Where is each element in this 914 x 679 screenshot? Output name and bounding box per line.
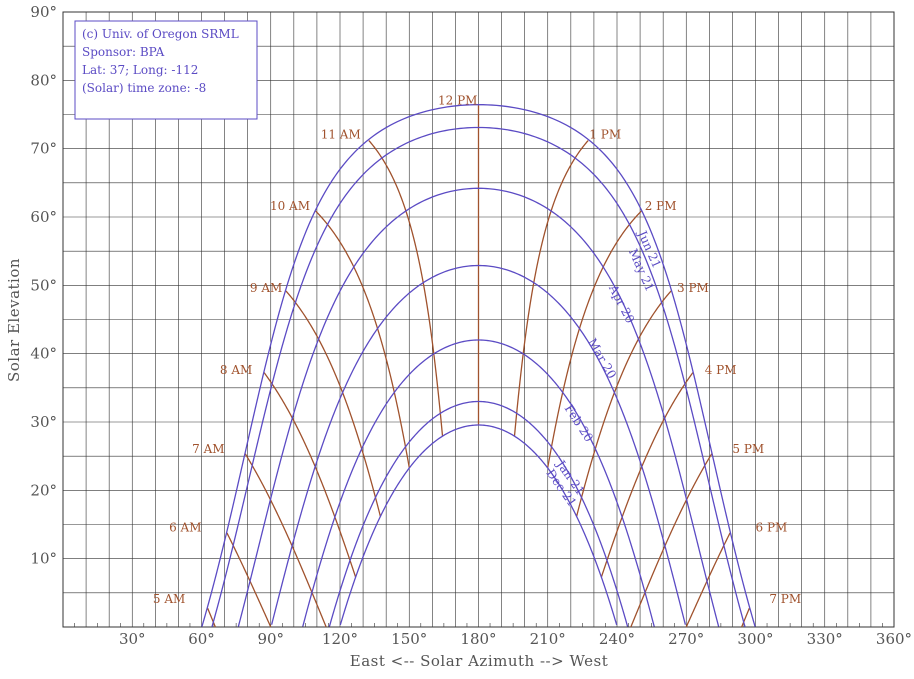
x-tick-label: 180° xyxy=(460,630,496,648)
y-axis-title: Solar Elevation xyxy=(5,258,23,382)
x-tick-label: 150° xyxy=(391,630,427,648)
hour-line-label: 9 AM xyxy=(250,281,282,295)
x-axis-title: East <-- Solar Azimuth --> West xyxy=(350,652,609,670)
hour-line xyxy=(575,290,672,517)
hour-line-label: 3 PM xyxy=(677,281,709,295)
date-curve-label: Feb 20 xyxy=(562,402,596,444)
hour-line xyxy=(263,372,357,578)
date-curve-label: Apr 20 xyxy=(606,282,638,326)
date-curve-label: Mar 20 xyxy=(585,336,619,381)
x-tick-label: 240° xyxy=(599,630,635,648)
date-curve xyxy=(302,339,655,627)
hour-line-label: 5 PM xyxy=(732,442,764,456)
info-box-frame xyxy=(74,20,258,120)
date-curves xyxy=(201,104,756,628)
x-tick-label: 30° xyxy=(119,630,146,648)
hour-line-label: 1 PM xyxy=(589,127,621,141)
date-curve xyxy=(328,400,629,627)
hour-line-label: 8 AM xyxy=(220,363,252,377)
x-tick-label: 300° xyxy=(737,630,773,648)
hour-line-label: 7 PM xyxy=(769,592,801,606)
hour-line-label: 2 PM xyxy=(645,199,677,213)
hour-line xyxy=(685,532,731,628)
date-curve xyxy=(237,187,720,627)
hour-line xyxy=(285,290,382,517)
hour-line-label: 12 PM xyxy=(438,93,477,107)
y-tick-label: 30° xyxy=(30,413,57,431)
x-tick-label: 120° xyxy=(322,630,358,648)
plot-frame xyxy=(62,11,895,628)
date-curve xyxy=(211,126,746,628)
y-tick-label: 10° xyxy=(30,550,57,568)
hour-line-label: 11 AM xyxy=(321,127,361,141)
x-tick-label: 360° xyxy=(876,630,912,648)
y-tick-label: 20° xyxy=(30,481,57,499)
x-tick-label: 330° xyxy=(807,630,843,648)
x-tick-label: 210° xyxy=(530,630,566,648)
hour-line xyxy=(244,453,327,628)
hour-line xyxy=(206,607,216,628)
y-tick-label: 50° xyxy=(30,276,57,294)
hour-line-label: 5 AM xyxy=(153,592,185,606)
y-tick-label: 90° xyxy=(30,3,57,21)
x-tick-label: 270° xyxy=(668,630,704,648)
y-tick-label: 70° xyxy=(30,140,57,158)
hour-line xyxy=(368,140,444,437)
tick-labels: 30° 60° 90° 120° 150° 180° 210° 240° 270° 300° 330… xyxy=(30,3,912,648)
date-curve xyxy=(270,264,687,625)
info-line: (c) Univ. of Oregon SRML xyxy=(82,27,239,41)
hour-line-label: 4 PM xyxy=(705,363,737,377)
info-line: Lat: 37; Long: -112 xyxy=(82,63,198,77)
date-curve xyxy=(339,424,618,626)
hour-line-label: 10 AM xyxy=(270,199,310,213)
hour-line xyxy=(226,532,272,628)
info-box: (c) Univ. of Oregon SRML Sponsor: BPA La… xyxy=(74,20,258,120)
x-tick-label: 60° xyxy=(188,630,215,648)
x-tick-label: 90° xyxy=(257,630,284,648)
y-tick-label: 40° xyxy=(30,345,57,363)
hour-line xyxy=(630,453,713,628)
hour-line xyxy=(513,140,589,437)
y-tick-label: 80° xyxy=(30,71,57,89)
info-line: Sponsor: BPA xyxy=(82,45,165,59)
hour-line-label: 6 PM xyxy=(756,520,788,534)
hour-line xyxy=(600,372,694,578)
date-curve xyxy=(201,104,756,627)
hour-line-label: 6 AM xyxy=(169,520,201,534)
hour-line xyxy=(741,607,751,628)
hour-line-label: 7 AM xyxy=(192,442,224,456)
y-tick-label: 60° xyxy=(30,208,57,226)
info-line: (Solar) time zone: -8 xyxy=(82,81,206,95)
hour-line xyxy=(315,210,410,469)
